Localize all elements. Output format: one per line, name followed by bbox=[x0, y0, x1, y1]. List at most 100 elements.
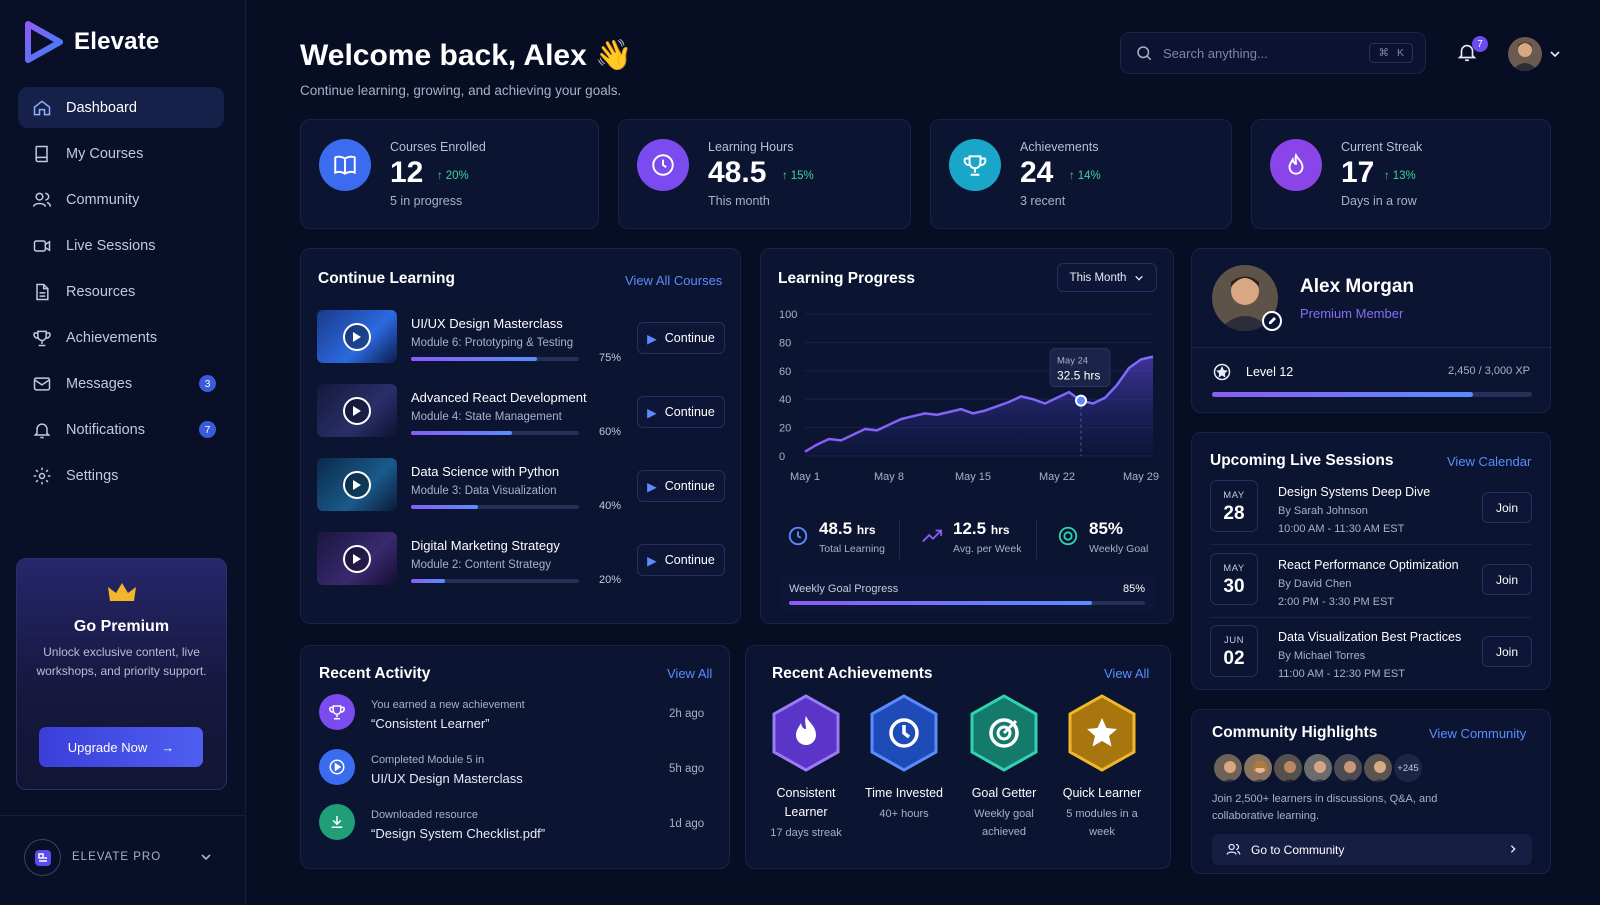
arrow-right-icon: → bbox=[161, 739, 175, 755]
metric-number: 85% bbox=[1089, 519, 1124, 538]
users-icon bbox=[1226, 843, 1241, 855]
achievement-description: 40+ hours bbox=[879, 808, 929, 820]
sidebar-item-label: Live Sessions bbox=[66, 237, 156, 254]
view-community-link[interactable]: View Community bbox=[1429, 726, 1527, 741]
view-all-activity-link[interactable]: View All bbox=[667, 666, 713, 681]
profile-name: Alex Morgan bbox=[1300, 276, 1415, 297]
shortcut-cmd: ⌘ bbox=[1378, 47, 1389, 59]
play-icon bbox=[343, 323, 371, 351]
sidebar-item-my-courses[interactable]: My Courses bbox=[18, 133, 224, 174]
continue-button[interactable]: ▶ Continue bbox=[637, 544, 725, 576]
achievement-badge[interactable]: Quick Learner 5 modules in a week bbox=[1054, 694, 1150, 841]
user-avatar[interactable] bbox=[1508, 37, 1542, 71]
play-icon bbox=[343, 545, 371, 573]
stat-label: Achievements bbox=[1020, 140, 1099, 154]
continue-button[interactable]: ▶ Continue bbox=[637, 322, 725, 354]
session-date: JUN 02 bbox=[1210, 625, 1258, 677]
sidebar-item-achievements[interactable]: Achievements bbox=[18, 317, 224, 358]
play-icon bbox=[343, 471, 371, 499]
avatar bbox=[1212, 752, 1244, 784]
profile-divider bbox=[1192, 347, 1552, 348]
avatar bbox=[1332, 752, 1364, 784]
go-to-community-button[interactable]: Go to Community bbox=[1212, 834, 1532, 865]
sidebar-item-settings[interactable]: Settings bbox=[18, 455, 224, 496]
course-thumbnail[interactable] bbox=[317, 310, 397, 363]
weekly-goal-fill bbox=[789, 601, 1092, 605]
user-menu-chevron-icon[interactable] bbox=[1549, 48, 1561, 60]
sidebar-item-notifications[interactable]: Notifications 7 bbox=[18, 409, 224, 450]
y-tick-label: 100 bbox=[779, 309, 797, 321]
app-name: Elevate bbox=[74, 28, 160, 55]
avatar bbox=[1302, 752, 1334, 784]
stat-delta: ↑ 14% bbox=[1069, 170, 1101, 182]
join-button[interactable]: Join bbox=[1482, 492, 1532, 523]
course-thumbnail[interactable] bbox=[317, 384, 397, 437]
continue-label: Continue bbox=[664, 405, 715, 419]
range-select[interactable]: This Month bbox=[1057, 263, 1157, 292]
session-month: JUN bbox=[1224, 635, 1244, 646]
activity-subject: “Consistent Learner” bbox=[371, 716, 490, 731]
metric-unit: hrs bbox=[856, 523, 876, 537]
y-tick-label: 40 bbox=[779, 394, 791, 406]
sidebar-item-dashboard[interactable]: Dashboard bbox=[18, 87, 224, 128]
achievement-badge[interactable]: Time Invested 40+ hours bbox=[856, 694, 952, 823]
card-title: Community Highlights bbox=[1212, 724, 1378, 741]
org-switcher[interactable]: ELEVATE PRO bbox=[0, 815, 246, 905]
stat-value: 24 bbox=[1020, 156, 1054, 189]
sidebar-item-resources[interactable]: Resources bbox=[18, 271, 224, 312]
sidebar-nav: Dashboard My Courses Community Live Sess… bbox=[18, 87, 224, 501]
logo[interactable]: Elevate bbox=[24, 20, 159, 64]
search-input[interactable] bbox=[1163, 45, 1353, 61]
sidebar-item-community[interactable]: Community bbox=[18, 179, 224, 220]
activity-description: You earned a new achievement bbox=[371, 699, 525, 711]
weekly-goal-panel: Weekly Goal Progress 85% bbox=[779, 575, 1157, 611]
card-title: Continue Learning bbox=[318, 270, 455, 287]
continue-button[interactable]: ▶ Continue bbox=[637, 470, 725, 502]
join-button[interactable]: Join bbox=[1482, 636, 1532, 667]
session-divider bbox=[1210, 617, 1532, 618]
view-all-achievements-link[interactable]: View All bbox=[1104, 666, 1150, 681]
stat-card-streak: Current Streak 17 ↑ 13% Days in a row bbox=[1251, 119, 1551, 229]
play-triangle-icon: ▶ bbox=[647, 331, 657, 346]
course-percent: 75% bbox=[599, 352, 622, 364]
weekly-goal-value: 85% bbox=[1122, 583, 1145, 595]
session-host: By David Chen bbox=[1278, 578, 1352, 590]
achievement-badge[interactable]: Goal Getter Weekly goal achieved bbox=[956, 694, 1052, 841]
stat-sub: 3 recent bbox=[1020, 194, 1066, 208]
course-percent: 60% bbox=[599, 426, 622, 438]
metric-label: Avg. per Week bbox=[953, 543, 1022, 555]
sidebar-item-label: Settings bbox=[66, 467, 119, 484]
metric-divider bbox=[1036, 519, 1037, 559]
edit-avatar-icon[interactable] bbox=[1262, 311, 1282, 331]
sidebar-item-messages[interactable]: Messages 3 bbox=[18, 363, 224, 404]
metric-weekly-goal: 85% Weekly Goal bbox=[1057, 519, 1148, 555]
course-name: Digital Marketing Strategy bbox=[411, 538, 560, 553]
metric-number: 12.5 bbox=[953, 519, 987, 538]
course-progress-fill bbox=[411, 579, 445, 583]
highlight-point bbox=[1075, 394, 1087, 407]
sidebar-item-live-sessions[interactable]: Live Sessions bbox=[18, 225, 224, 266]
flame-badge-icon bbox=[772, 694, 840, 772]
profile-card: Alex Morgan Premium Member Level 12 2,45… bbox=[1191, 248, 1552, 413]
premium-description: Unlock exclusive content, live workshops… bbox=[36, 645, 207, 678]
achievement-badge[interactable]: Consistent Learner 17 days streak bbox=[758, 694, 854, 842]
shortcut-key: K bbox=[1396, 47, 1404, 59]
course-thumbnail[interactable] bbox=[317, 532, 397, 585]
notifications-bell-icon[interactable] bbox=[1456, 40, 1478, 64]
view-calendar-link[interactable]: View Calendar bbox=[1447, 454, 1532, 469]
view-all-courses-link[interactable]: View All Courses bbox=[625, 273, 723, 288]
course-thumbnail[interactable] bbox=[317, 458, 397, 511]
clock-badge-icon bbox=[870, 694, 938, 772]
recent-activity-card: Recent Activity View All You earned a ne… bbox=[300, 645, 730, 869]
tooltip-date: May 24 bbox=[1057, 356, 1088, 367]
metric-divider bbox=[899, 519, 900, 559]
continue-button[interactable]: ▶ Continue bbox=[637, 396, 725, 428]
search-bar[interactable]: ⌘ K bbox=[1120, 32, 1426, 74]
session-month: MAY bbox=[1223, 490, 1245, 501]
stat-value: 12 bbox=[390, 156, 424, 189]
upgrade-now-button[interactable]: Upgrade Now → bbox=[39, 727, 203, 767]
premium-card: Go Premium Unlock exclusive content, liv… bbox=[16, 558, 227, 790]
join-button[interactable]: Join bbox=[1482, 564, 1532, 595]
activity-subject: UI/UX Design Masterclass bbox=[371, 771, 523, 786]
org-name: ELEVATE PRO bbox=[72, 851, 162, 863]
